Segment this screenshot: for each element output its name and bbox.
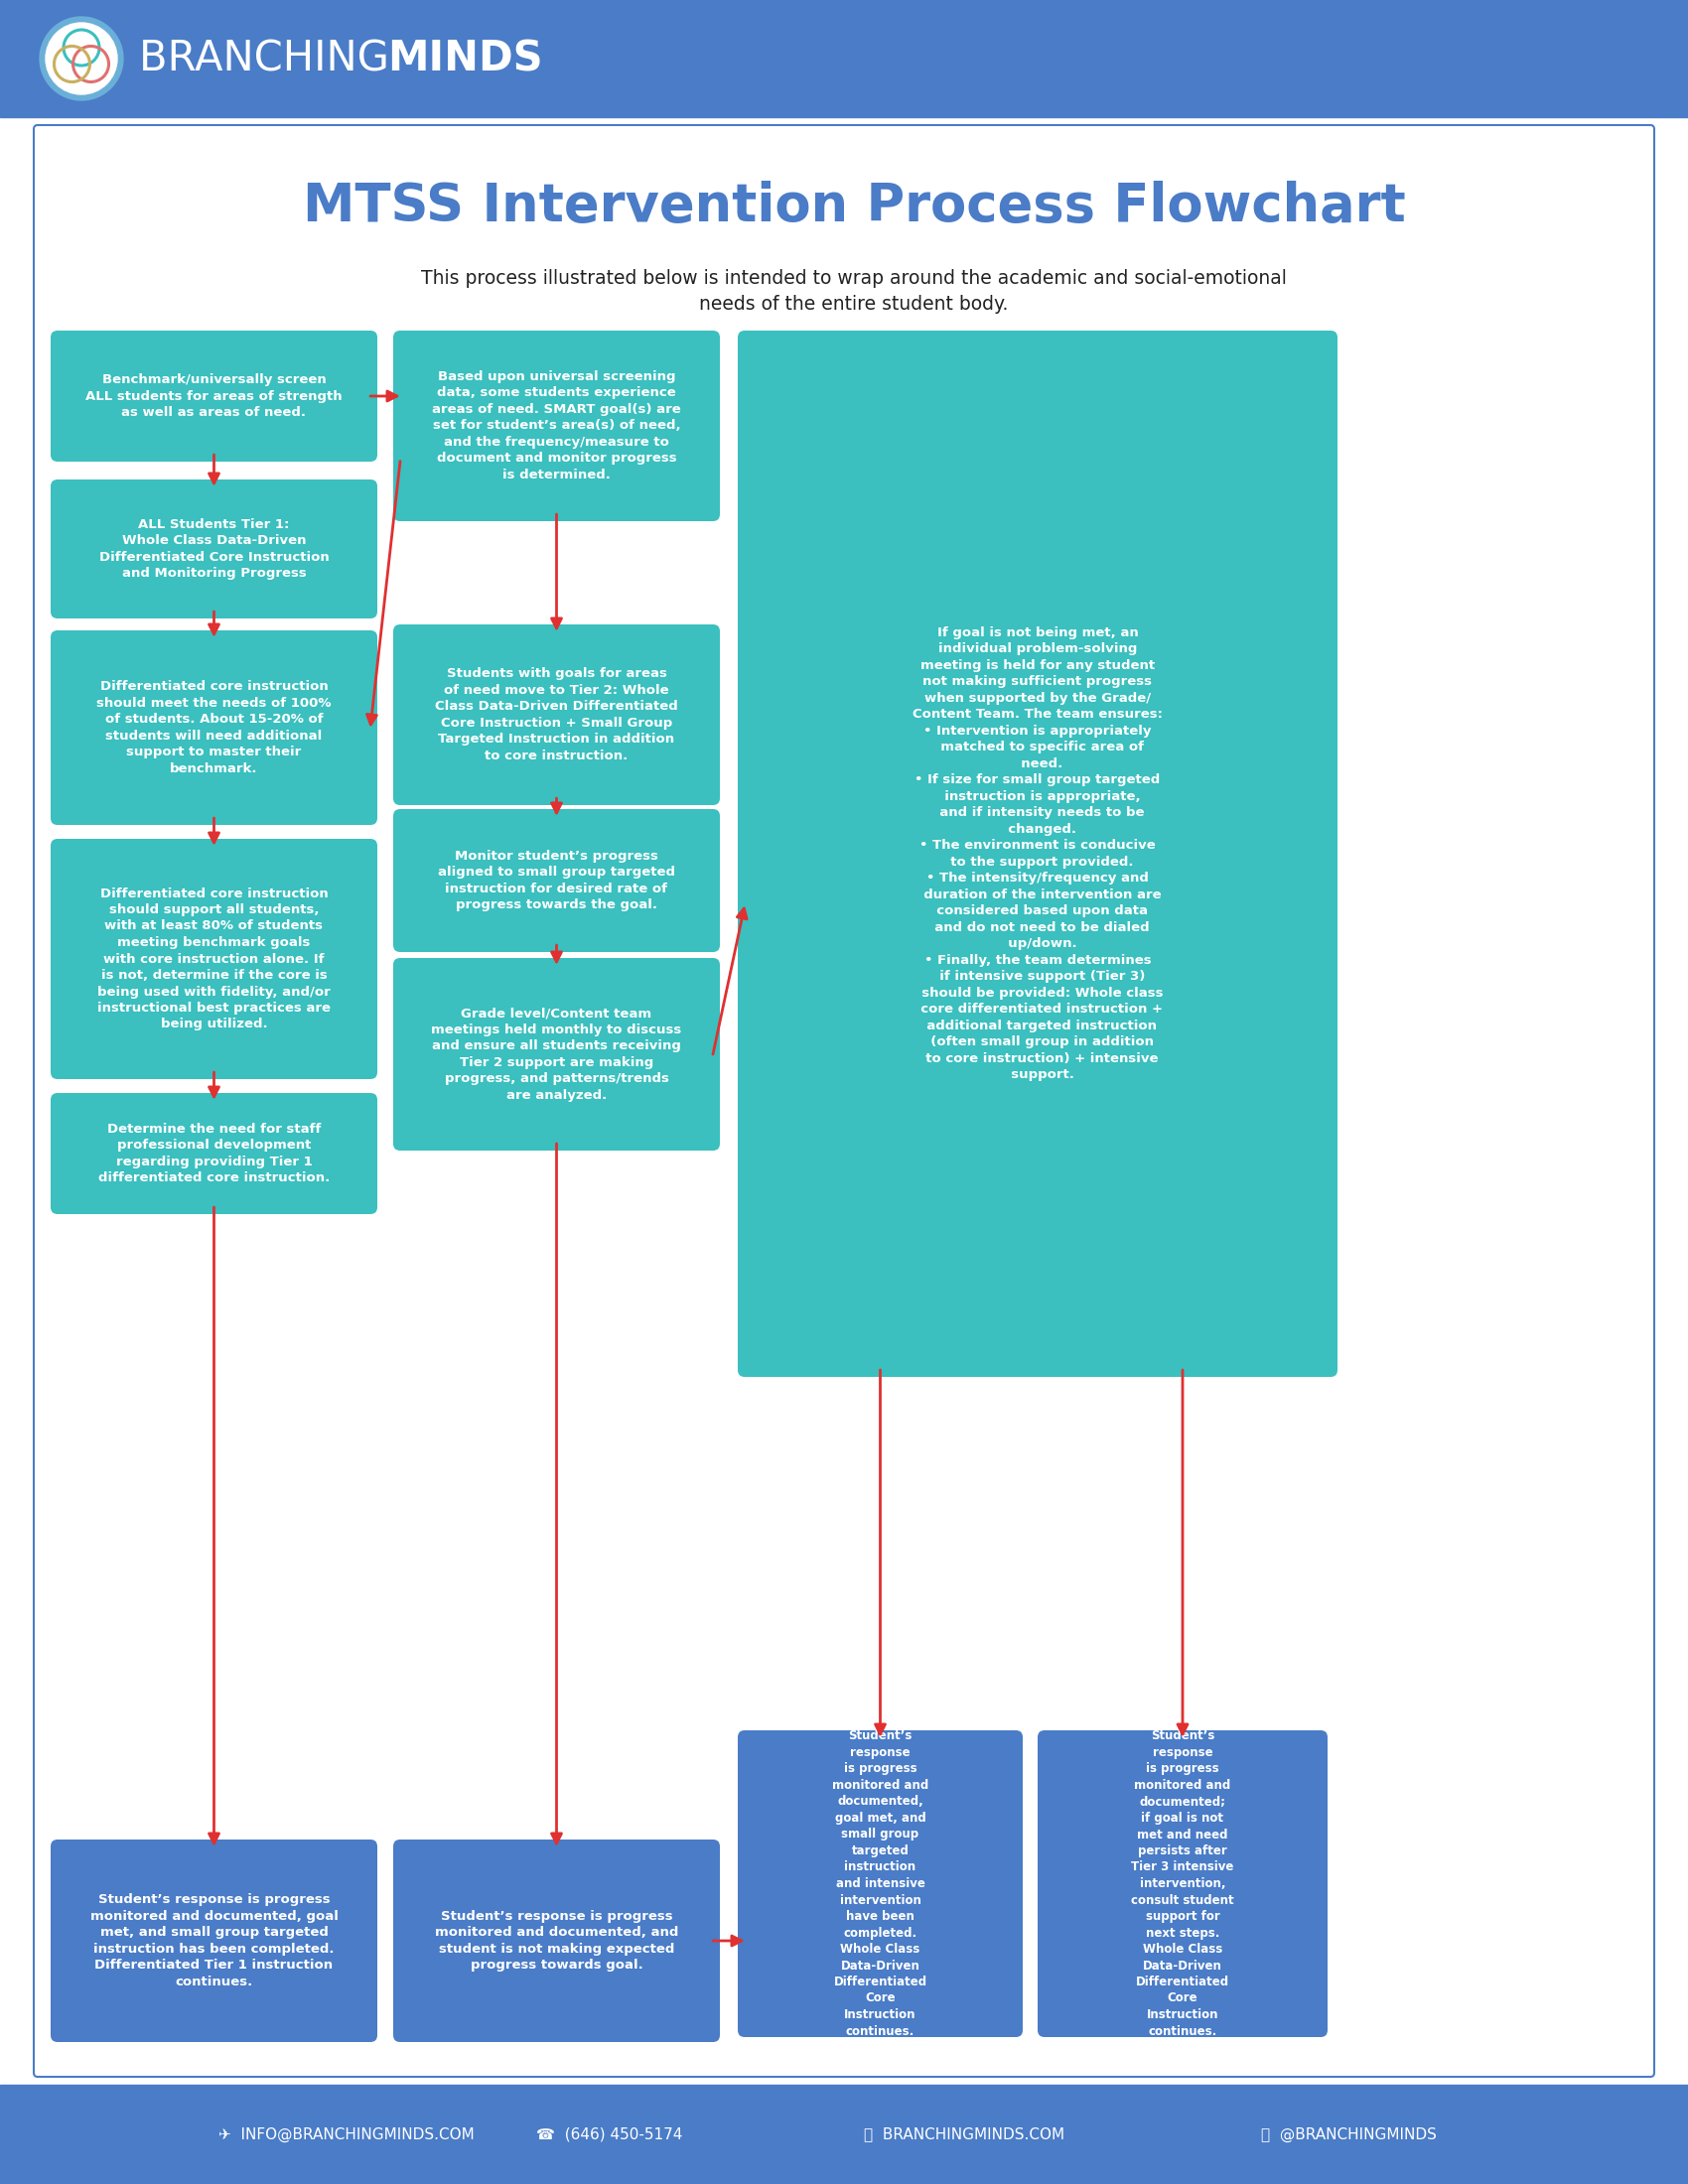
- Text: MINDS: MINDS: [387, 37, 544, 79]
- Text: Student’s
response
is progress
monitored and
documented,
goal met, and
small gro: Student’s response is progress monitored…: [832, 1730, 928, 2038]
- Text: Monitor student’s progress
aligned to small group targeted
instruction for desir: Monitor student’s progress aligned to sm…: [437, 850, 675, 911]
- FancyBboxPatch shape: [393, 330, 719, 522]
- Text: Differentiated core instruction
should meet the needs of 100%
of students. About: Differentiated core instruction should m…: [96, 679, 331, 775]
- Text: MTSS Intervention Process Flowchart: MTSS Intervention Process Flowchart: [302, 181, 1406, 232]
- Text: Student’s response is progress
monitored and documented, goal
met, and small gro: Student’s response is progress monitored…: [89, 1894, 338, 1987]
- Text: Determine the need for staff
professional development
regarding providing Tier 1: Determine the need for staff professiona…: [98, 1123, 329, 1184]
- Text: ☎  (646) 450-5174: ☎ (646) 450-5174: [537, 2127, 682, 2143]
- Text: Students with goals for areas
of need move to Tier 2: Whole
Class Data-Driven Di: Students with goals for areas of need mo…: [436, 668, 679, 762]
- FancyBboxPatch shape: [393, 959, 719, 1151]
- Text: 🐦  @BRANCHINGMINDS: 🐦 @BRANCHINGMINDS: [1261, 2127, 1436, 2143]
- Circle shape: [46, 22, 116, 94]
- Text: Benchmark/universally screen
ALL students for areas of strength
as well as areas: Benchmark/universally screen ALL student…: [86, 373, 343, 419]
- Circle shape: [41, 17, 123, 100]
- FancyBboxPatch shape: [51, 839, 378, 1079]
- FancyBboxPatch shape: [34, 124, 1654, 2077]
- Text: needs of the entire student body.: needs of the entire student body.: [699, 295, 1008, 312]
- Text: Student’s
response
is progress
monitored and
documented;
if goal is not
met and : Student’s response is progress monitored…: [1131, 1730, 1234, 2038]
- FancyBboxPatch shape: [393, 808, 719, 952]
- FancyBboxPatch shape: [393, 1839, 719, 2042]
- Text: Based upon universal screening
data, some students experience
areas of need. SMA: Based upon universal screening data, som…: [432, 371, 680, 480]
- Text: ALL Students Tier 1:
Whole Class Data-Driven
Differentiated Core Instruction
and: ALL Students Tier 1: Whole Class Data-Dr…: [100, 518, 329, 581]
- Text: Student’s response is progress
monitored and documented, and
student is not maki: Student’s response is progress monitored…: [436, 1909, 679, 1972]
- FancyBboxPatch shape: [738, 1730, 1023, 2038]
- Text: Differentiated core instruction
should support all students,
with at least 80% o: Differentiated core instruction should s…: [98, 887, 331, 1031]
- FancyBboxPatch shape: [51, 330, 378, 461]
- Text: This process illustrated below is intended to wrap around the academic and socia: This process illustrated below is intend…: [420, 269, 1286, 288]
- Text: Grade level/Content team
meetings held monthly to discuss
and ensure all student: Grade level/Content team meetings held m…: [432, 1007, 682, 1101]
- FancyBboxPatch shape: [51, 480, 378, 618]
- Bar: [0, 2086, 1688, 2184]
- FancyBboxPatch shape: [1038, 1730, 1327, 2038]
- FancyBboxPatch shape: [393, 625, 719, 806]
- FancyBboxPatch shape: [51, 1839, 378, 2042]
- FancyBboxPatch shape: [738, 330, 1337, 1376]
- Text: BRANCHING: BRANCHING: [138, 37, 402, 79]
- Text: 🖖  BRANCHINGMINDS.COM: 🖖 BRANCHINGMINDS.COM: [864, 2127, 1065, 2143]
- FancyBboxPatch shape: [51, 1092, 378, 1214]
- Text: If goal is not being met, an
individual problem-solving
meeting is held for any : If goal is not being met, an individual …: [912, 627, 1163, 1081]
- FancyBboxPatch shape: [51, 631, 378, 826]
- Text: ✈  INFO@BRANCHINGMINDS.COM: ✈ INFO@BRANCHINGMINDS.COM: [218, 2127, 474, 2143]
- Bar: [0, 0, 1688, 118]
